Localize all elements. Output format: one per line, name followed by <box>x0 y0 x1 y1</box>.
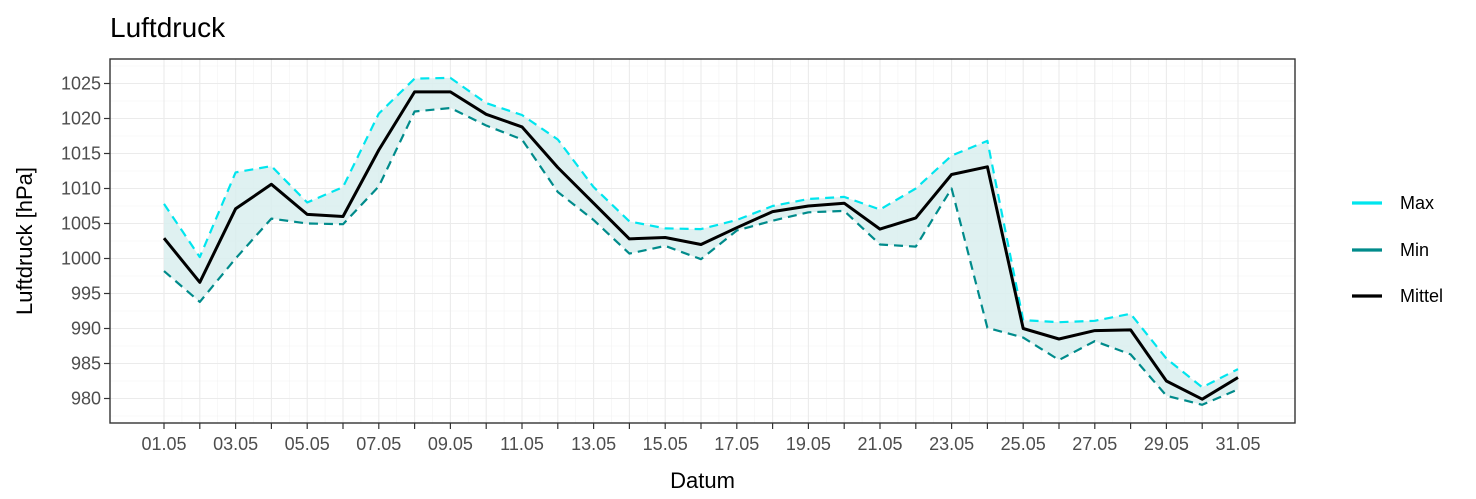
x-axis-ticks: 01.05 03.05 05.05 07.05 09.05 11.05 13.05 15.05… <box>141 423 1261 454</box>
x-tick-label: 09.05 <box>428 434 473 454</box>
series-line-min <box>163 106 1239 406</box>
y-tick-label: 1010 <box>61 179 101 199</box>
legend-label-min: Min <box>1400 240 1429 260</box>
x-tick-label: 13.05 <box>571 434 616 454</box>
x-tick-label: 15.05 <box>643 434 688 454</box>
legend-label-max: Max <box>1400 193 1434 213</box>
x-tick-label: 17.05 <box>714 434 759 454</box>
x-tick-label: 19.05 <box>786 434 831 454</box>
x-tick-label: 03.05 <box>213 434 258 454</box>
band-area <box>164 77 1238 405</box>
y-tick-label: 1020 <box>61 109 101 129</box>
y-axis-title: Luftdruck [hPa] <box>12 167 37 315</box>
y-tick-label: 1025 <box>61 74 101 94</box>
x-tick-label: 21.05 <box>857 434 902 454</box>
y-tick-label: 1005 <box>61 214 101 234</box>
x-tick-label: 31.05 <box>1215 434 1260 454</box>
y-tick-label: 1015 <box>61 144 101 164</box>
x-tick-label: 29.05 <box>1144 434 1189 454</box>
y-tick-label: 1000 <box>61 249 101 269</box>
min-max-band <box>164 77 1238 405</box>
y-tick-label: 990 <box>71 319 101 339</box>
legend-label-mittel: Mittel <box>1400 286 1443 306</box>
x-tick-label: 27.05 <box>1072 434 1117 454</box>
x-axis-title: Datum <box>670 468 735 493</box>
y-axis-ticks: 980 985 990 995 1000 1005 1010 1015 1020 1025 <box>61 74 110 409</box>
x-tick-label: 23.05 <box>929 434 974 454</box>
x-tick-label: 01.05 <box>141 434 186 454</box>
x-tick-label: 25.05 <box>1001 434 1046 454</box>
y-tick-label: 995 <box>71 284 101 304</box>
major-gridlines <box>110 59 1295 423</box>
legend-item-mittel: Mittel <box>1352 286 1443 306</box>
plot-panel-border <box>109 58 1296 424</box>
legend-item-min: Min <box>1352 240 1429 260</box>
legend-item-max: Max <box>1352 193 1434 213</box>
series-line-mittel <box>162 90 1239 401</box>
x-tick-label: 05.05 <box>285 434 330 454</box>
legend: Max Min Mittel <box>1352 193 1443 306</box>
y-tick-label: 985 <box>71 354 101 374</box>
x-tick-label: 11.05 <box>500 434 544 454</box>
minor-gridlines <box>110 59 1295 423</box>
y-tick-label: 980 <box>71 389 101 409</box>
x-tick-label: 07.05 <box>356 434 401 454</box>
series-lines <box>162 76 1239 406</box>
chart-title: Luftdruck <box>110 12 226 43</box>
series-line-max <box>163 76 1239 389</box>
